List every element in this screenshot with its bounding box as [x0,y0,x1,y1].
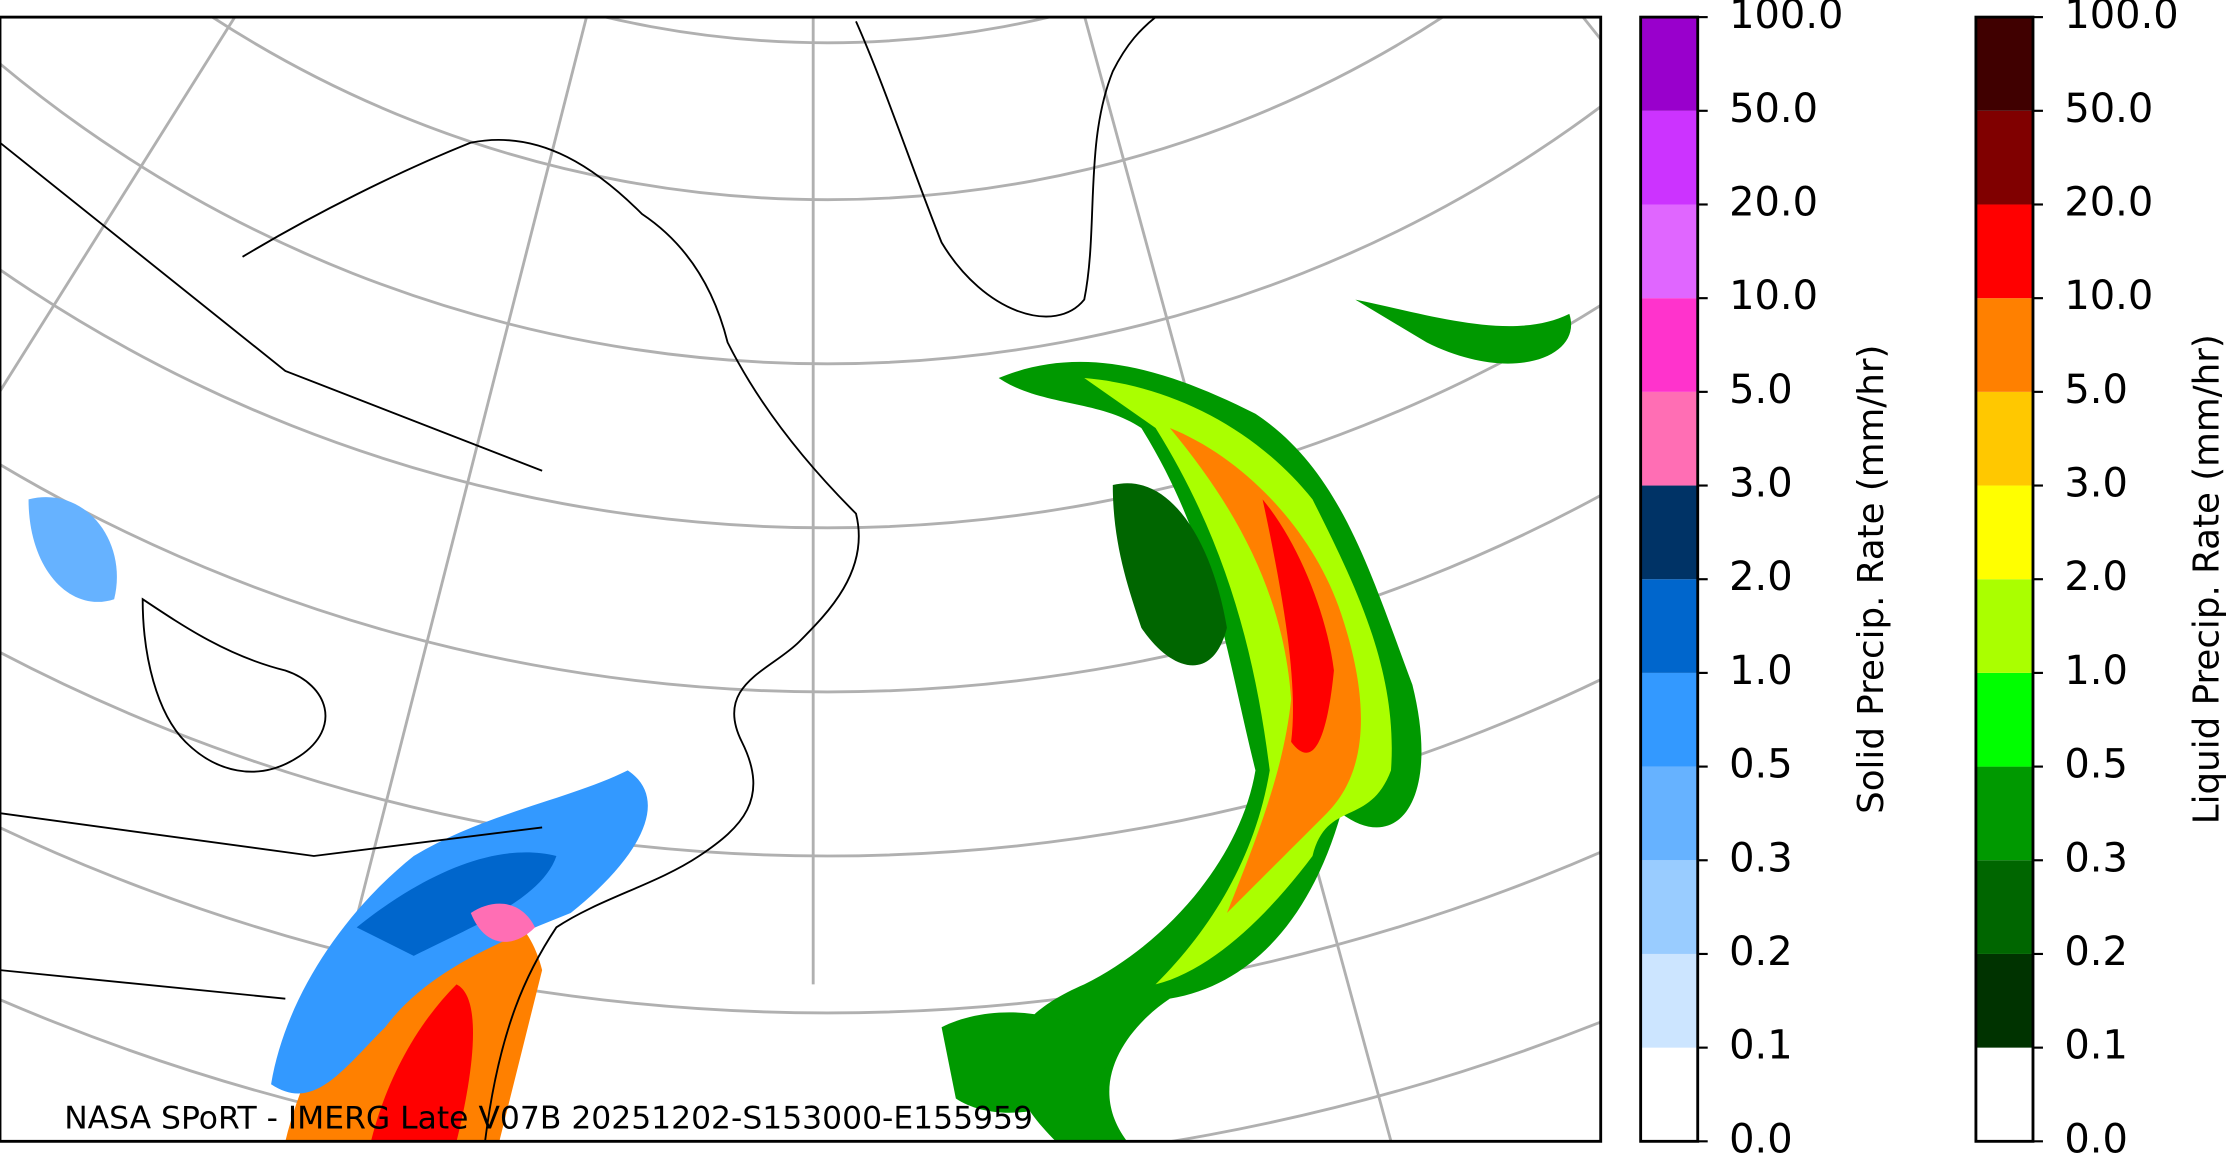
colorbar-segment [1640,1047,1698,1142]
tick-label: 50.0 [2064,86,2153,132]
colorbar-segment [1975,766,2033,861]
tick-label: 10.0 [2064,273,2153,319]
latitude-line [0,462,1601,693]
tick-label: 0.5 [2064,742,2128,788]
lake [141,597,327,773]
colorbar-segment [1975,672,2033,767]
tick-label: 0.1 [2064,1023,2128,1069]
colorbar-segment [1975,485,2033,580]
tick-label: 3.0 [1729,461,1793,507]
tick-label: 5.0 [2064,367,2128,413]
tick-label: 5.0 [1729,367,1793,413]
tick-label: 0.5 [1729,742,1793,788]
colorbar-segment [1975,391,2033,486]
latitude-line [0,61,1601,365]
rain-band-heavy [1169,427,1361,914]
meridian [298,17,588,1142]
latitude-line [0,650,1601,857]
colorbar-segment [1975,204,2033,299]
meridian [0,17,237,394]
colorbars: 0.0 0.1 0.2 0.3 0.5 1.0 2.0 3.0 5.0 10.0 20.0 50.0 1… [1639,0,2227,1162]
colorbar-segment [1975,953,2033,1048]
tick-label: 100.0 [1729,0,1843,38]
tick-label: 0.3 [1729,835,1793,881]
coastline [242,138,860,1142]
rain-east [1355,299,1572,364]
tick-label: 10.0 [1729,273,1818,319]
tick-label: 50.0 [1729,86,1818,132]
tick-label: 2.0 [2064,554,2128,600]
rain-light [1112,483,1227,666]
tick-label: 20.0 [2064,179,2153,225]
greenland-coast [855,17,1157,318]
rain-south [941,1012,1113,1113]
tick-label: 0.2 [2064,929,2128,975]
coastlines [0,17,1157,1142]
border [0,141,543,1000]
tick-label: 2.0 [1729,554,1793,600]
colorbar-segment [1975,1047,2033,1142]
colorbar-segment [1975,298,2033,392]
colorbar-segment [1640,298,1698,392]
colorbar-title: Solid Precip. Rate (mm/hr) [1851,345,1892,814]
colorbar-segment [1640,17,1698,111]
colorbar-segment [1640,953,1698,1048]
rain-coast-core [370,984,474,1142]
latitude-line [600,17,1055,44]
tick-label: 0.1 [1729,1023,1793,1069]
colorbar-segment [1975,579,2033,673]
caption: NASA SPoRT - IMERG Late V07B 20251202-S1… [64,1100,1033,1136]
colorbar-segment [1975,860,2033,954]
colorbar-segment [1640,485,1698,580]
colorbar-segment [1975,17,2033,111]
rain-band-moderate [1084,378,1392,985]
tick-label: 0.3 [2064,835,2128,881]
tick-label: 1.0 [1729,648,1793,694]
rain-core [1262,499,1334,753]
colorbar-segment [1640,672,1698,767]
tick-label: 0.0 [1729,1116,1793,1162]
colorbar-segment [1640,391,1698,486]
snow-pink [470,903,535,942]
map-frame [0,15,1603,1143]
latitude-line [210,17,1445,201]
colorbar-segment [1975,110,2033,205]
latitude-line [0,267,1601,529]
snow-west [28,497,117,602]
tick-label: 20.0 [1729,179,1818,225]
tick-label: 0.2 [1729,929,1793,975]
colorbar-segment [1640,204,1698,299]
tick-label: 1.0 [2064,648,2128,694]
colorbar-segment [1640,860,1698,954]
tick-label: 0.0 [2064,1116,2128,1162]
colorbar-segment [1640,766,1698,861]
snow-heavy [356,852,557,956]
colorbar-segment [1640,579,1698,673]
tick-label: 100.0 [2064,0,2178,38]
latitude-line [0,825,1601,1014]
rain-coast [285,906,543,1142]
colorbar-title: Liquid Precip. Rate (mm/hr) [2186,334,2227,824]
colorbar-segment [1640,110,1698,205]
precipitation [28,299,1572,1142]
tick-label: 3.0 [2064,461,2128,507]
